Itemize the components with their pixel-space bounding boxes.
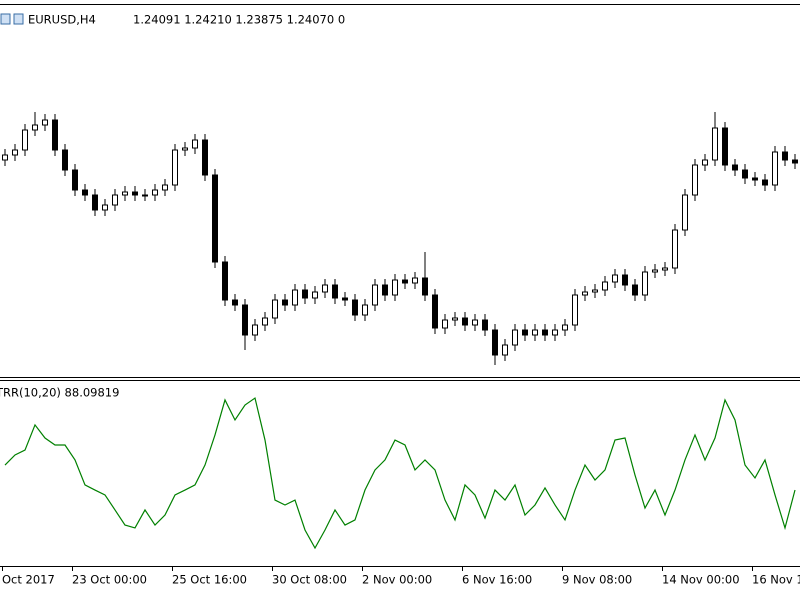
candle-body: [482, 319, 488, 331]
candle-body: [382, 284, 388, 296]
candle-body: [782, 151, 788, 161]
candle-body: [582, 291, 588, 296]
candle-body: [332, 284, 338, 299]
candle-body: [252, 324, 258, 336]
candle-body: [362, 304, 368, 316]
candle-body: [102, 204, 108, 211]
candle-body: [622, 274, 628, 286]
candle-body: [792, 159, 798, 164]
candle-body: [262, 317, 268, 326]
candle-body: [242, 304, 248, 336]
candle-body: [202, 139, 208, 176]
candle-body: [372, 284, 378, 306]
candle-body: [392, 279, 398, 296]
candle-body: [212, 174, 218, 263]
icon: [13, 13, 24, 25]
candle-body: [352, 299, 358, 316]
candle-body: [322, 284, 328, 293]
candle-body: [162, 184, 168, 191]
candle-body: [752, 177, 758, 181]
x-tick-label: 6 Nov 16:00: [462, 573, 532, 587]
candle-body: [302, 289, 308, 299]
candle-body: [342, 297, 348, 301]
candle-body: [92, 194, 98, 211]
candle-body: [292, 289, 298, 306]
candle-body: [532, 329, 538, 336]
candle-body: [222, 261, 228, 301]
indicator-title: TRR(10,20) 88.09819: [0, 386, 119, 400]
candle-body: [552, 329, 558, 336]
candle-body: [42, 119, 48, 126]
candle-body: [692, 164, 698, 196]
candle-body: [2, 154, 8, 161]
candle-body: [542, 329, 548, 336]
candle-body: [662, 267, 668, 271]
candle-body: [652, 269, 658, 273]
indicator-line: [4, 397, 796, 550]
candle-body: [642, 271, 648, 296]
candle-body: [452, 317, 458, 321]
candle-body: [412, 277, 418, 284]
candle-body: [12, 149, 18, 156]
candle-body: [672, 229, 678, 269]
icon: [0, 13, 11, 25]
candle-body: [122, 191, 128, 196]
x-tick-label: 30 Oct 08:00: [272, 573, 347, 587]
candle-body: [282, 299, 288, 306]
candle-body: [432, 294, 438, 329]
candle-body: [572, 294, 578, 326]
candle-body: [522, 329, 528, 336]
candle-body: [602, 281, 608, 291]
quote-line: 1.24091 1.24210 1.23875 1.24070 0: [133, 13, 345, 27]
candle-body: [492, 329, 498, 356]
candle-body: [402, 279, 408, 284]
candle-body: [762, 179, 768, 186]
candle-body: [712, 127, 718, 161]
candle-body: [272, 299, 278, 319]
candle-body: [442, 319, 448, 329]
x-tick-label: 9 Nov 08:00: [562, 573, 632, 587]
candle-body: [32, 124, 38, 131]
candle-body: [132, 191, 138, 196]
candle-body: [182, 147, 188, 151]
x-tick-label: 25 Oct 16:00: [172, 573, 247, 587]
x-tick-label: 14 Nov 00:00: [662, 573, 740, 587]
x-tick-label: Oct 2017: [2, 573, 55, 587]
candle-body: [722, 127, 728, 166]
candle-body: [682, 194, 688, 231]
candle-body: [472, 319, 478, 326]
candle-body: [62, 149, 68, 171]
candle-body: [502, 344, 508, 356]
candle-body: [82, 189, 88, 196]
candle-body: [172, 149, 178, 186]
candle-body: [702, 159, 708, 166]
x-tick-label: 16 Nov 16:00: [752, 573, 800, 587]
x-tick-label: 2 Nov 00:00: [362, 573, 432, 587]
candle-body: [562, 324, 568, 331]
candle-body: [192, 139, 198, 149]
candle-body: [422, 277, 428, 296]
candle-body: [612, 274, 618, 283]
candle-body: [22, 129, 28, 151]
candle-body: [772, 151, 778, 186]
candle-body: [232, 299, 238, 306]
candle-body: [142, 194, 148, 197]
candle-body: [152, 189, 158, 196]
candle-body: [592, 289, 598, 293]
toolbar-icons: [0, 13, 24, 25]
candle-body: [72, 169, 78, 191]
candle-body: [742, 169, 748, 179]
candle-body: [732, 164, 738, 171]
x-tick-label: 23 Oct 00:00: [72, 573, 147, 587]
chart-title: EURUSD,H4: [28, 13, 96, 27]
candle-body: [512, 329, 518, 346]
candle-body: [462, 317, 468, 326]
candle-body: [112, 194, 118, 206]
candle-body: [52, 119, 58, 151]
candle-body: [312, 291, 318, 299]
candle-body: [632, 284, 638, 296]
